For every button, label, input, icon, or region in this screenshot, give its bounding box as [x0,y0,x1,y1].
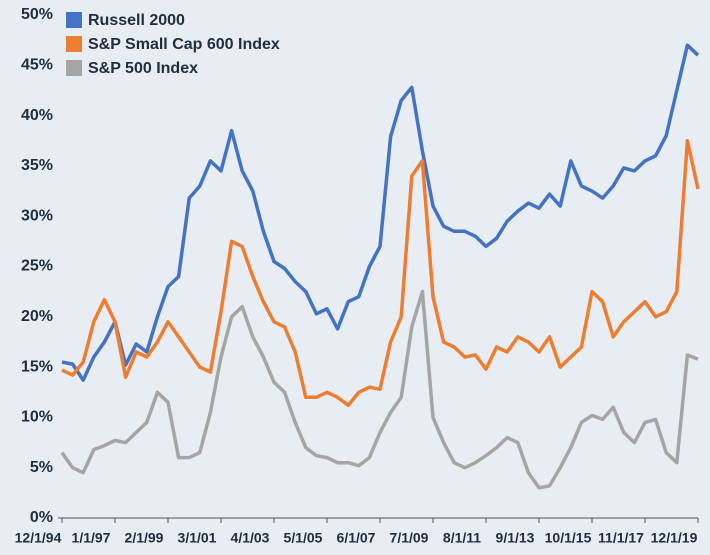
y-tick-label: 30% [21,207,53,224]
x-tick-label: 5/1/05 [284,530,323,546]
y-tick-label: 25% [21,258,53,275]
y-tick-label: 20% [21,308,53,325]
x-tick-label: 4/1/03 [231,530,270,546]
y-tick-label: 15% [21,358,53,375]
legend-label: Russell 2000 [88,12,185,29]
legend-swatch [66,12,82,28]
x-tick-label: 1/1/97 [72,530,111,546]
x-tick-label: 8/1/11 [443,530,481,546]
y-tick-label: 5% [30,459,53,476]
x-tick-label: 2/1/99 [125,530,164,546]
y-tick-label: 50% [21,6,53,23]
x-tick-label: 12/1/94 [15,530,62,546]
x-tick-label: 9/1/13 [496,530,535,546]
x-tick-label: 7/1/09 [390,530,429,546]
y-tick-label: 35% [21,157,53,174]
legend-label: S&P 500 Index [88,60,198,77]
x-tick-label: 10/1/15 [545,530,592,546]
y-tick-label: 0% [30,509,53,526]
y-tick-label: 45% [21,57,53,74]
y-tick-label: 40% [21,107,53,124]
series-line [61,43,700,382]
y-tick-label: 10% [21,409,53,426]
x-tick-label: 6/1/07 [337,530,376,546]
legend-label: S&P Small Cap 600 Index [88,36,280,53]
x-tick-label: 12/1/19 [651,530,698,546]
x-tick-label: 11/1/17 [598,530,644,546]
series-line [60,289,699,490]
legend-swatch [66,36,82,52]
x-tick-label: 3/1/01 [178,530,217,546]
legend-swatch [66,60,82,76]
series-line [61,139,700,408]
